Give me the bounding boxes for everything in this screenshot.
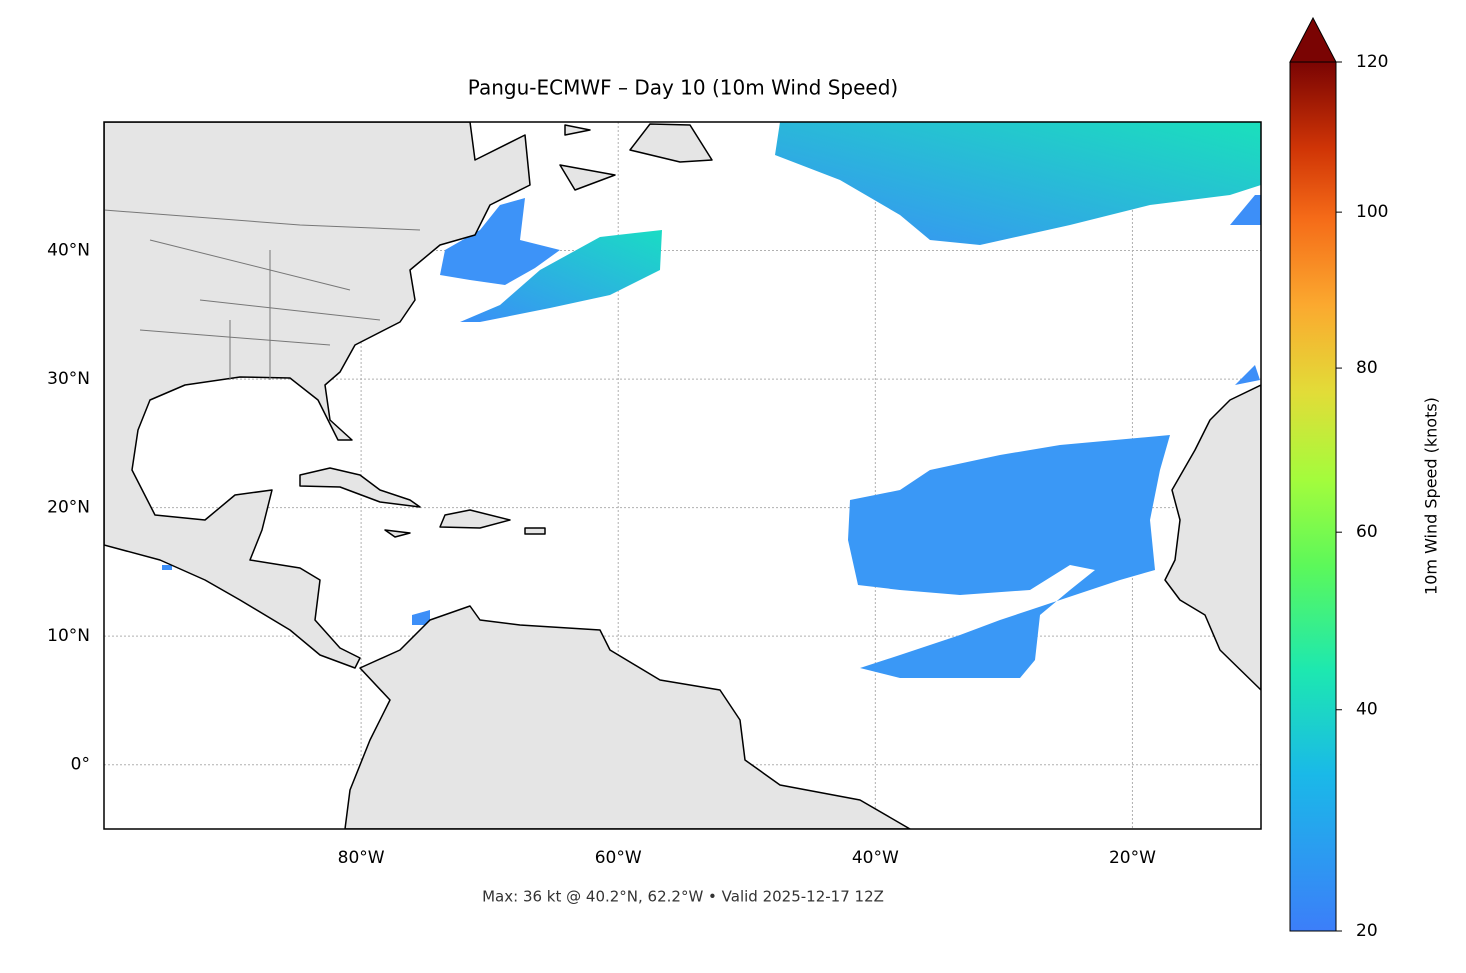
axes: 80°W 60°W 40°W 20°W 0° 10°N 20°N 30°N 40°N	[47, 241, 1156, 868]
map-frame	[103, 121, 1262, 830]
x-tick-label: 60°W	[595, 848, 642, 868]
island	[384, 509, 546, 538]
x-tick-label: 40°W	[852, 848, 899, 868]
cuba	[299, 467, 421, 508]
colorbar-tick-label: 60	[1356, 522, 1378, 542]
island	[559, 123, 713, 191]
wind-area	[460, 230, 662, 322]
x-tick-label: 20°W	[1109, 848, 1156, 868]
north-america	[104, 122, 531, 669]
land	[104, 122, 1261, 829]
colorbar-tick-label: 20	[1356, 921, 1378, 941]
border	[104, 209, 421, 380]
colorbar-tick-label: 40	[1356, 700, 1378, 720]
africa	[1164, 384, 1261, 691]
colorbar-label: 10m Wind Speed (knots)	[1422, 397, 1441, 595]
colorbar-gradient	[1289, 61, 1337, 932]
wind-field	[162, 122, 1261, 678]
colorbar-tick-label: 100	[1356, 202, 1388, 222]
wind-area	[775, 122, 1261, 245]
y-tick-label: 0°	[71, 755, 90, 775]
wind-area	[440, 198, 560, 285]
chart-title: Pangu-ECMWF – Day 10 (10m Wind Speed)	[468, 76, 898, 100]
y-tick-label: 30°N	[47, 369, 90, 389]
south-america	[344, 605, 911, 829]
colorbar-tick-label: 120	[1356, 52, 1388, 72]
y-tick-label: 20°N	[47, 498, 90, 518]
y-tick-label: 40°N	[47, 241, 90, 261]
footer: Max: 36 kt @ 40.2°N, 62.2°W • Valid 2025…	[482, 888, 884, 906]
colorbar: 10m Wind Speed (knots) 20 40 60 80 100 120	[1289, 16, 1441, 941]
colorbar-extension	[1289, 16, 1337, 63]
wind-area	[848, 435, 1170, 678]
colorbar-tick-label: 80	[1356, 358, 1378, 378]
map	[104, 122, 1261, 829]
y-tick-label: 10°N	[47, 626, 90, 646]
x-tick-label: 80°W	[338, 848, 385, 868]
